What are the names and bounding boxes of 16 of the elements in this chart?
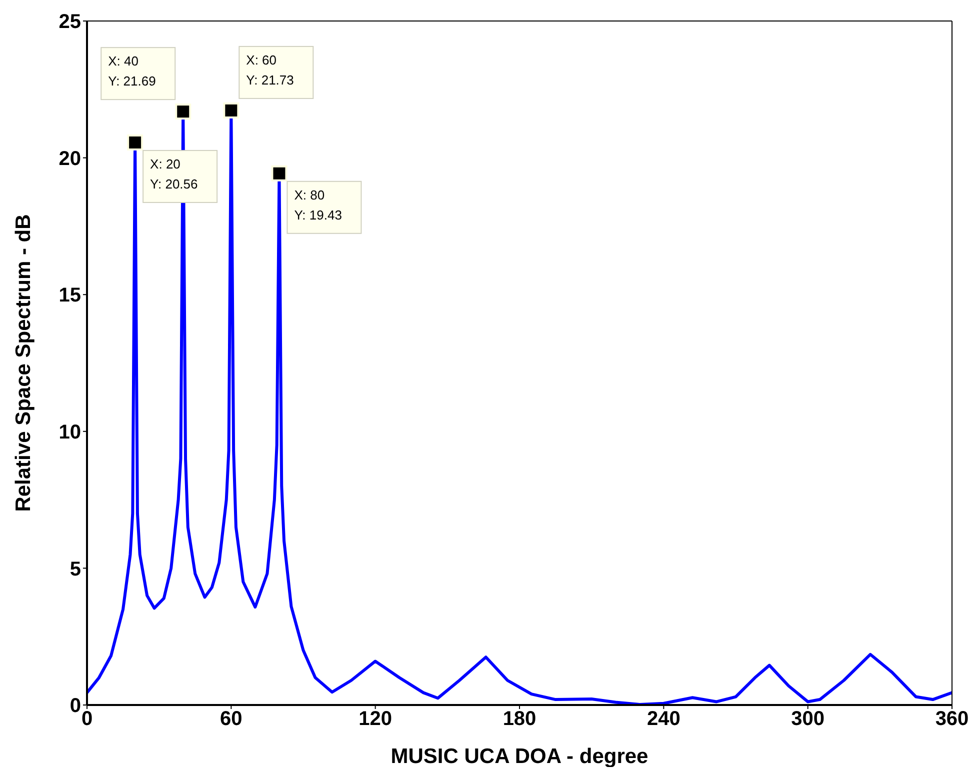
y-axis-title: Relative Space Spectrum - dB	[12, 214, 35, 512]
x-tick-label: 300	[791, 708, 825, 730]
x-tick-label: 120	[358, 708, 392, 730]
annotation: X: 40 Y: 21.69	[108, 54, 156, 89]
x-tick-label: 180	[502, 708, 536, 730]
x-tick-label: 60	[220, 708, 242, 730]
y-tick-label: 10	[58, 422, 81, 444]
annotation: X: 60 Y: 21.73	[246, 52, 294, 88]
y-tick-label: 20	[58, 148, 81, 170]
annotation: X: 80 Y: 19.43	[294, 187, 342, 222]
x-tick-label: 240	[646, 708, 680, 730]
annotation: X: 20 Y: 20.56	[150, 156, 198, 192]
x-tick-label: 360	[935, 708, 969, 730]
y-tick-label: 5	[70, 558, 81, 580]
y-tick-label: 25	[58, 11, 81, 34]
y-tick-label: 15	[58, 284, 81, 307]
